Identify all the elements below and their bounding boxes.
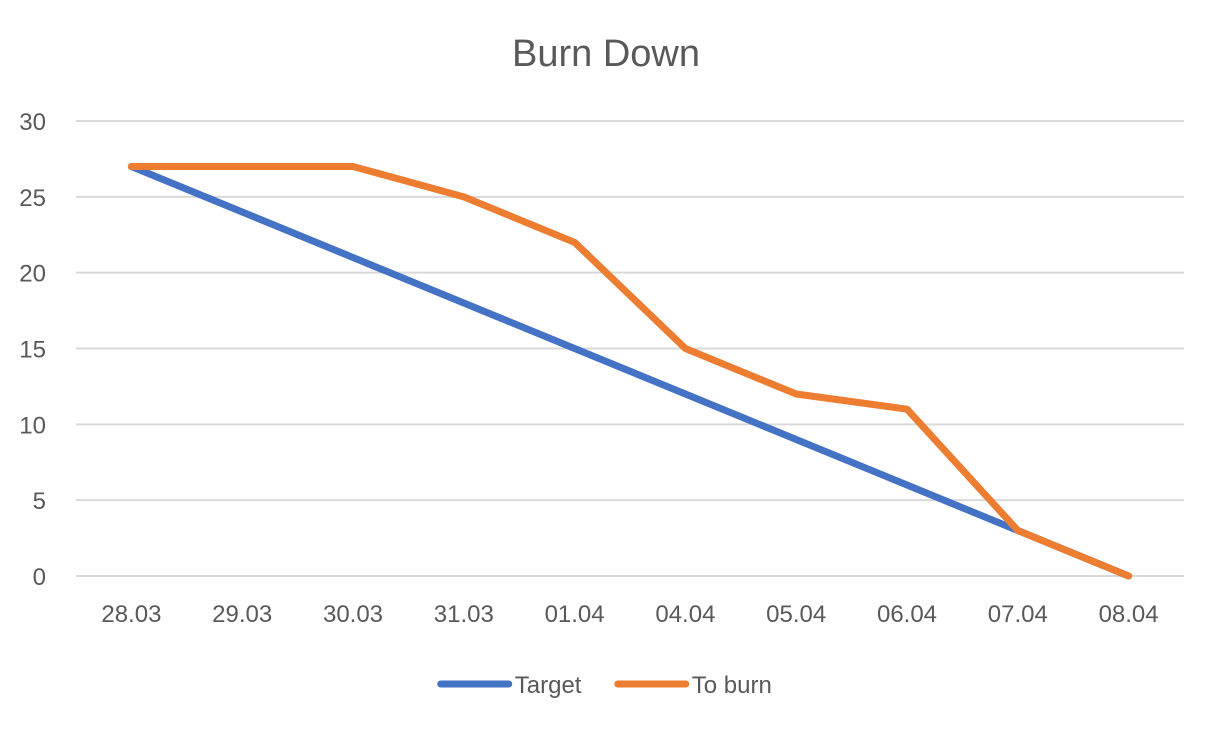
y-tick-label: 20	[19, 261, 46, 288]
y-tick-label: 30	[19, 109, 46, 136]
y-tick-label: 0	[33, 564, 46, 591]
x-tick-label: 29.03	[212, 601, 272, 628]
y-tick-label: 5	[33, 488, 46, 515]
legend-label-to-burn: To burn	[692, 672, 772, 699]
x-axis-ticks: 28.03 29.03 30.03 31.03 01.04 04.04 05.04 06.04…	[101, 601, 1158, 628]
legend: Target To burn	[437, 672, 772, 699]
series-line-to-burn	[127, 163, 1133, 580]
y-axis-ticks: 0 5 10 15 20 25 30	[19, 109, 46, 591]
series-line-target	[127, 163, 1133, 580]
legend-label-target: Target	[515, 672, 582, 699]
x-tick-label: 05.04	[766, 601, 826, 628]
y-tick-label: 10	[19, 412, 46, 439]
x-tick-label: 28.03	[101, 601, 161, 628]
gridlines	[76, 120, 1184, 577]
x-tick-label: 30.03	[323, 601, 383, 628]
x-tick-label: 01.04	[545, 601, 605, 628]
series-lines	[127, 163, 1133, 580]
x-tick-label: 31.03	[434, 601, 494, 628]
y-tick-label: 15	[19, 337, 46, 364]
x-tick-label: 06.04	[877, 601, 937, 628]
y-tick-label: 25	[19, 185, 46, 212]
chart-title: Burn Down	[512, 33, 700, 75]
x-tick-label: 04.04	[655, 601, 715, 628]
x-tick-label: 07.04	[988, 601, 1048, 628]
x-tick-label: 08.04	[1099, 601, 1159, 628]
